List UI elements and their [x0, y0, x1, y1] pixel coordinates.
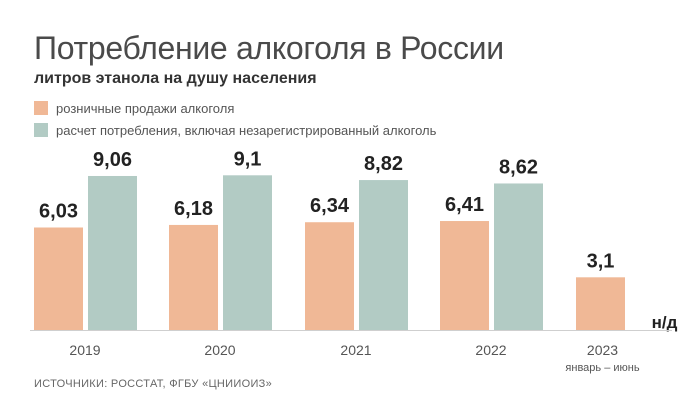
bar-value-label: 6,03	[39, 200, 78, 222]
x-tick-label-2020: 2020	[204, 342, 235, 358]
bar-retail-2022	[440, 221, 489, 330]
x-tick-label-2022: 2022	[475, 342, 506, 358]
bar-retail-2019	[34, 227, 83, 330]
bar-value-label: 3,1	[587, 250, 615, 272]
source-note: ИСТОЧНИКИ: РОССТАТ, ФГБУ «ЦНИИОИЗ»	[34, 378, 273, 390]
bar-retail-2021	[305, 222, 354, 330]
bar-value-label: 9,06	[93, 149, 132, 171]
legend-item-retail: розничные продажи алкоголя	[34, 97, 436, 119]
bar-value-label: 8,82	[364, 153, 403, 175]
legend-label-estimate: расчет потребления, включая незарегистри…	[56, 122, 437, 138]
x-tick-sublabel: январь – июнь	[565, 362, 639, 374]
bar-value-label: 8,62	[499, 156, 538, 178]
x-tick-label-2019: 2019	[69, 342, 100, 358]
legend-item-estimate: расчет потребления, включая незарегистри…	[34, 119, 436, 141]
bar-retail-2020	[169, 224, 218, 330]
bar-estimate-2022	[494, 183, 543, 330]
bar-estimate-2019	[88, 175, 137, 330]
bar-value-label: 6,18	[174, 198, 213, 220]
legend-swatch-retail	[34, 101, 48, 115]
legend: розничные продажи алкоголя расчет потреб…	[34, 97, 436, 141]
bar-value-label: 6,34	[310, 195, 350, 217]
chart-subtitle: литров этанола на душу населения	[34, 70, 317, 87]
x-tick-label-2021: 2021	[340, 342, 371, 358]
legend-swatch-estimate	[34, 123, 48, 137]
bar-value-label: 6,41	[445, 194, 484, 216]
legend-label-retail: розничные продажи алкоголя	[56, 100, 235, 116]
bar-estimate-2021	[359, 180, 408, 330]
x-tick-label-2023: 2023	[587, 342, 618, 358]
bar-estimate-2020	[223, 175, 272, 330]
chart-title: Потребление алкоголя в России	[34, 30, 504, 66]
bar-retail-2023	[576, 277, 625, 330]
bar-label-na: н/д	[652, 313, 678, 332]
bar-value-label: 9,1	[234, 148, 262, 170]
